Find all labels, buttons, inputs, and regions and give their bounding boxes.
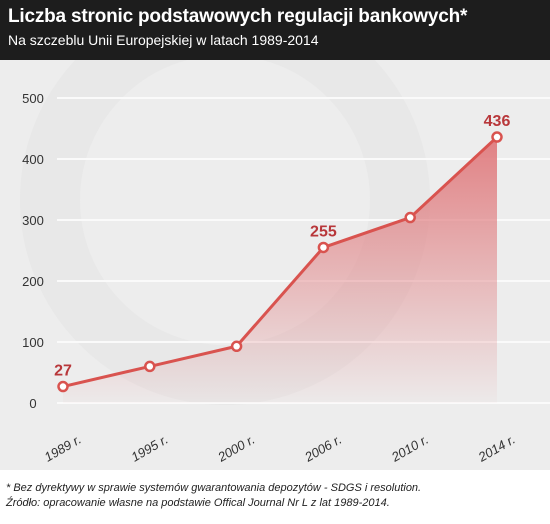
data-point-0 [57,380,69,393]
area-fill [63,137,497,403]
series-line-layer [62,135,499,388]
y-tick-label: 500 [22,91,44,106]
data-labels: 27 255 436 [54,113,510,379]
y-tick-label: 0 [29,396,36,411]
source-note: Źródło: opracowanie własne na podstawie … [6,497,390,509]
y-tick-label: 200 [22,274,44,289]
chart-footer: * Bez dyrektywy w sprawie systemów gwara… [0,470,550,524]
x-tick-label: 2000 r. [214,432,257,465]
chart-header: Liczba stronic podstawowych regulacji ba… [0,0,550,60]
data-point-3 [317,241,330,254]
x-tick-label: 2006 r. [301,432,344,465]
series-line [62,135,499,388]
area-chart: 0 100 200 300 400 500 27 255 436 1989 r. 1995 r.… [20,60,550,465]
x-axis-ticks: 1989 r. 1995 r. 2000 r. 2006 r. 2010 r. 2014 … [42,432,518,465]
data-point-5 [491,131,503,143]
x-tick-label: 1989 r. [42,432,84,465]
y-tick-label: 400 [22,152,44,167]
area-fill-layer [63,137,497,403]
x-tick-label: 2010 r. [388,432,431,465]
data-point-4 [404,211,416,224]
data-label-436: 436 [484,113,511,130]
data-label-27: 27 [54,363,72,380]
chart-subtitle: Na szczeblu Unii Europejskiej w latach 1… [8,32,319,48]
data-point-1 [144,360,156,373]
data-label-255: 255 [310,223,337,240]
footnote: * Bez dyrektywy w sprawie systemów gwara… [6,482,422,494]
data-point-2 [230,340,243,353]
y-tick-label: 100 [22,335,44,350]
y-tick-label: 300 [22,213,44,228]
chart-title: Liczba stronic podstawowych regulacji ba… [8,6,468,27]
x-tick-label: 1995 r. [128,432,170,465]
data-points [57,131,503,393]
y-axis-ticks: 0 100 200 300 400 500 [22,91,44,411]
x-tick-label: 2014 r. [475,432,518,465]
